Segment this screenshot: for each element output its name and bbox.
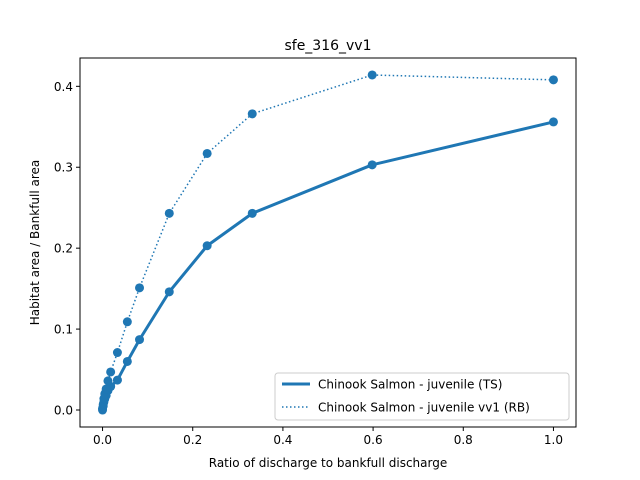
data-point-series-1 — [135, 283, 145, 293]
plot-area — [98, 70, 558, 415]
x-tick-label: 0.0 — [93, 433, 112, 447]
legend-label-ts: Chinook Salmon - juvenile (TS) — [318, 378, 502, 392]
legend: Chinook Salmon - juvenile (TS) Chinook S… — [274, 372, 570, 421]
axes-frame — [79, 57, 577, 428]
data-point-series-1 — [103, 376, 113, 386]
data-point-series-0 — [164, 287, 174, 297]
y-tick-label: 0.2 — [54, 242, 73, 256]
data-point-series-1 — [202, 148, 212, 158]
y-tick-label: 0.4 — [54, 80, 73, 94]
y-axis-label: Habitat area / Bankfull area — [28, 160, 42, 326]
x-tick-label: 0.4 — [273, 433, 292, 447]
data-point-series-1 — [164, 208, 174, 218]
data-point-series-1 — [101, 384, 111, 394]
x-axis-label: Ratio of discharge to bankfull discharge — [209, 456, 447, 470]
data-point-series-0 — [122, 356, 132, 366]
data-point-series-1 — [122, 317, 132, 327]
data-point-series-1 — [106, 367, 116, 377]
data-point-series-0 — [247, 208, 257, 218]
data-point-series-1 — [367, 70, 377, 80]
x-tick-label: 0.2 — [183, 433, 202, 447]
data-point-series-0 — [367, 160, 377, 170]
chart-title: sfe_316_vv1 — [284, 38, 371, 54]
legend-label-rb: Chinook Salmon - juvenile vv1 (RB) — [318, 401, 530, 415]
data-point-series-0 — [112, 375, 122, 385]
data-point-series-1 — [112, 348, 122, 358]
x-tick-label: 0.8 — [454, 433, 473, 447]
data-point-series-0 — [135, 335, 145, 345]
y-tick-label: 0.0 — [54, 404, 73, 418]
legend-box — [274, 372, 570, 421]
data-point-series-1 — [247, 109, 257, 119]
y-axis: 0.0 0.1 0.2 0.3 0.4 — [54, 80, 80, 418]
data-point-series-0 — [548, 117, 558, 127]
data-point-series-0 — [202, 241, 212, 251]
x-axis: 0.0 0.2 0.4 0.6 0.8 1.0 — [93, 427, 563, 447]
y-tick-label: 0.3 — [54, 161, 73, 175]
x-tick-label: 1.0 — [544, 433, 563, 447]
series-line-1 — [101, 74, 554, 409]
x-tick-label: 0.6 — [364, 433, 383, 447]
y-tick-label: 0.1 — [54, 323, 73, 337]
data-point-series-1 — [548, 75, 558, 85]
